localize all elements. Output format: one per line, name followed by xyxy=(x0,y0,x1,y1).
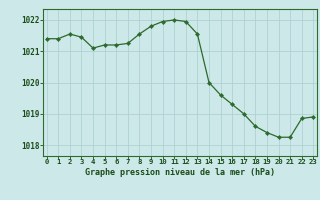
X-axis label: Graphe pression niveau de la mer (hPa): Graphe pression niveau de la mer (hPa) xyxy=(85,168,275,177)
